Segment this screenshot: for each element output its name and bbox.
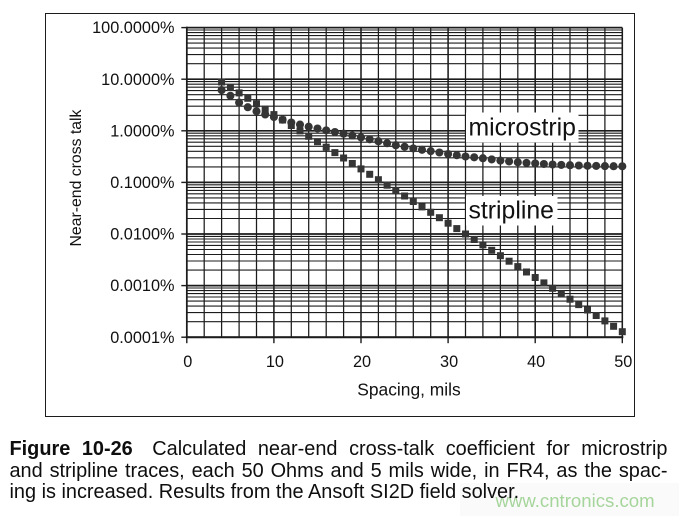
svg-text:40: 40: [527, 353, 545, 371]
svg-text:10.0000%: 10.0000%: [101, 71, 174, 89]
svg-text:0.0010%: 0.0010%: [110, 277, 174, 295]
svg-text:microstrip: microstrip: [469, 115, 576, 142]
svg-text:20: 20: [353, 353, 371, 371]
svg-text:10: 10: [266, 353, 284, 371]
svg-text:Near-end cross talk: Near-end cross talk: [68, 109, 85, 246]
svg-text:100.0000%: 100.0000%: [92, 19, 174, 37]
svg-text:stripline: stripline: [469, 197, 554, 224]
svg-text:50: 50: [614, 353, 632, 371]
svg-text:30: 30: [440, 353, 458, 371]
svg-text:0: 0: [183, 353, 192, 371]
svg-text:Spacing, mils: Spacing, mils: [357, 379, 461, 399]
svg-text:0.0001%: 0.0001%: [110, 329, 174, 347]
svg-text:0.1000%: 0.1000%: [110, 174, 174, 192]
svg-text:0.0100%: 0.0100%: [110, 226, 174, 244]
svg-text:1.0000%: 1.0000%: [110, 122, 174, 140]
